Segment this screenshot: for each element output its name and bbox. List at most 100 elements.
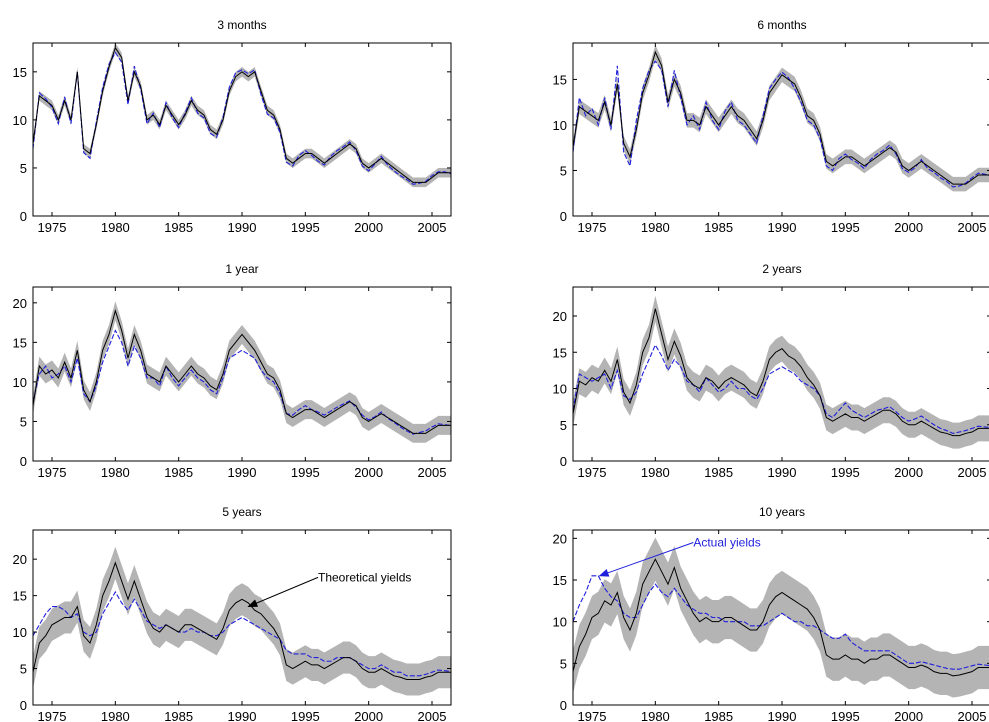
actual-yields-line xyxy=(573,60,989,188)
x-tick-label: 1975 xyxy=(578,220,607,235)
panel-1-year: 1 year 1975 1980 1985 1990 1995 2000 2005 0 5 10 15… xyxy=(13,262,452,480)
confidence-band xyxy=(33,546,451,696)
y-tick-label: 15 xyxy=(553,345,567,360)
actual-yields-line xyxy=(33,51,451,185)
y-tick-label: 5 xyxy=(560,656,567,671)
x-tick-label: 1975 xyxy=(578,709,607,722)
x-tick-label: 1975 xyxy=(38,709,67,722)
annotation-arrow xyxy=(598,542,694,577)
x-tick-label: 1990 xyxy=(768,465,797,480)
x-tick-label: 1990 xyxy=(768,709,797,722)
x-tick-label: 2005 xyxy=(418,465,447,480)
x-tick-label: 2005 xyxy=(418,709,447,722)
panel-10-years: 10 years 1975 1980 1985 1990 1995 2000 2005 0 5 10… xyxy=(553,505,989,722)
chart-title: 3 months xyxy=(217,18,266,32)
y-tick-label: 0 xyxy=(560,454,567,469)
theoretical-yields-line xyxy=(573,558,989,677)
y-tick-label: 0 xyxy=(560,698,567,713)
chart-title: 5 years xyxy=(222,505,261,519)
x-tick-label: 1990 xyxy=(228,709,257,722)
y-tick-label: 20 xyxy=(553,531,567,546)
annotation-arrow xyxy=(247,576,319,608)
y-tick-label: 20 xyxy=(13,552,27,567)
x-tick-label: 1995 xyxy=(291,465,320,480)
x-tick-label: 1995 xyxy=(831,465,860,480)
y-tick-label: 10 xyxy=(13,625,27,640)
chart-title: 1 year xyxy=(225,262,258,276)
x-tick-label: 2000 xyxy=(894,220,923,235)
x-tick-label: 1980 xyxy=(641,220,670,235)
actual-yields-line xyxy=(33,590,451,677)
y-tick-label: 20 xyxy=(553,309,567,324)
x-tick-label: 1990 xyxy=(228,465,257,480)
x-tick-label: 2005 xyxy=(418,220,447,235)
y-tick-label: 15 xyxy=(13,65,27,80)
x-tick-label: 2000 xyxy=(894,465,923,480)
actual-yields-line xyxy=(573,343,989,435)
x-tick-label: 2005 xyxy=(958,465,987,480)
x-tick-label: 1985 xyxy=(704,465,733,480)
x-tick-label: 1975 xyxy=(38,465,67,480)
y-tick-label: 5 xyxy=(20,662,27,677)
confidence-band xyxy=(33,301,451,443)
chart-title: 6 months xyxy=(757,18,806,32)
y-tick-label: 5 xyxy=(20,414,27,429)
theoretical-yields-line xyxy=(573,308,989,437)
y-tick-label: 0 xyxy=(20,454,27,469)
theoretical-yields-line xyxy=(33,308,451,434)
x-tick-label: 1975 xyxy=(578,465,607,480)
x-tick-label: 1995 xyxy=(291,709,320,722)
x-tick-label: 2000 xyxy=(354,220,383,235)
x-tick-label: 1985 xyxy=(164,220,193,235)
y-tick-label: 15 xyxy=(553,573,567,588)
y-tick-label: 15 xyxy=(13,589,27,604)
theoretical-yields-line xyxy=(33,561,451,680)
x-tick-label: 1980 xyxy=(101,220,130,235)
y-tick-label: 10 xyxy=(553,118,567,133)
x-tick-label: 1995 xyxy=(831,220,860,235)
x-tick-label: 2005 xyxy=(958,709,987,722)
panel-2-years: 2 years 1975 1980 1985 1990 1995 2000 2005 0 5 10 1… xyxy=(553,262,989,480)
chart-title: 2 years xyxy=(762,262,801,276)
x-tick-label: 1985 xyxy=(164,709,193,722)
y-tick-label: 0 xyxy=(20,698,27,713)
y-tick-label: 10 xyxy=(553,382,567,397)
x-tick-label: 2005 xyxy=(958,220,987,235)
y-tick-label: 10 xyxy=(13,113,27,128)
panel-5-years: 5 years 1975 1980 1985 1990 1995 2000 2005 0 5 10 1… xyxy=(13,505,452,722)
annotation-label: Theoretical yields xyxy=(318,570,411,584)
x-tick-label: 1985 xyxy=(704,709,733,722)
x-tick-label: 2000 xyxy=(354,709,383,722)
theoretical-yields-line xyxy=(33,46,451,183)
x-tick-label: 1995 xyxy=(291,220,320,235)
x-tick-label: 1980 xyxy=(101,709,130,722)
panel-6-months: 6 months 1975 1980 1985 1990 1995 2000 2005 0 5 10… xyxy=(553,18,989,235)
x-tick-label: 2000 xyxy=(354,465,383,480)
x-tick-label: 1980 xyxy=(641,465,670,480)
y-tick-label: 5 xyxy=(560,163,567,178)
plot-frame xyxy=(32,286,452,462)
x-tick-label: 1995 xyxy=(831,709,860,722)
x-tick-label: 2000 xyxy=(894,709,923,722)
x-tick-label: 1990 xyxy=(768,220,797,235)
panel-3-months: 3 months 1975 1980 1985 1990 1995 2000 2005 0 5 10… xyxy=(13,18,452,235)
x-tick-label: 1985 xyxy=(164,465,193,480)
actual-yields-line xyxy=(33,329,451,435)
x-tick-label: 1985 xyxy=(704,220,733,235)
y-tick-label: 15 xyxy=(553,72,567,87)
theoretical-yields-line xyxy=(573,50,989,185)
y-tick-label: 20 xyxy=(13,296,27,311)
x-tick-label: 1975 xyxy=(38,220,67,235)
chart-title: 10 years xyxy=(759,505,805,519)
y-tick-label: 0 xyxy=(20,209,27,224)
x-tick-label: 1990 xyxy=(228,220,257,235)
actual-yields-line xyxy=(573,575,989,670)
y-tick-label: 0 xyxy=(560,209,567,224)
y-tick-label: 5 xyxy=(20,161,27,176)
y-tick-label: 5 xyxy=(560,418,567,433)
x-tick-label: 1980 xyxy=(641,709,670,722)
y-tick-label: 10 xyxy=(13,375,27,390)
y-tick-label: 10 xyxy=(553,615,567,630)
